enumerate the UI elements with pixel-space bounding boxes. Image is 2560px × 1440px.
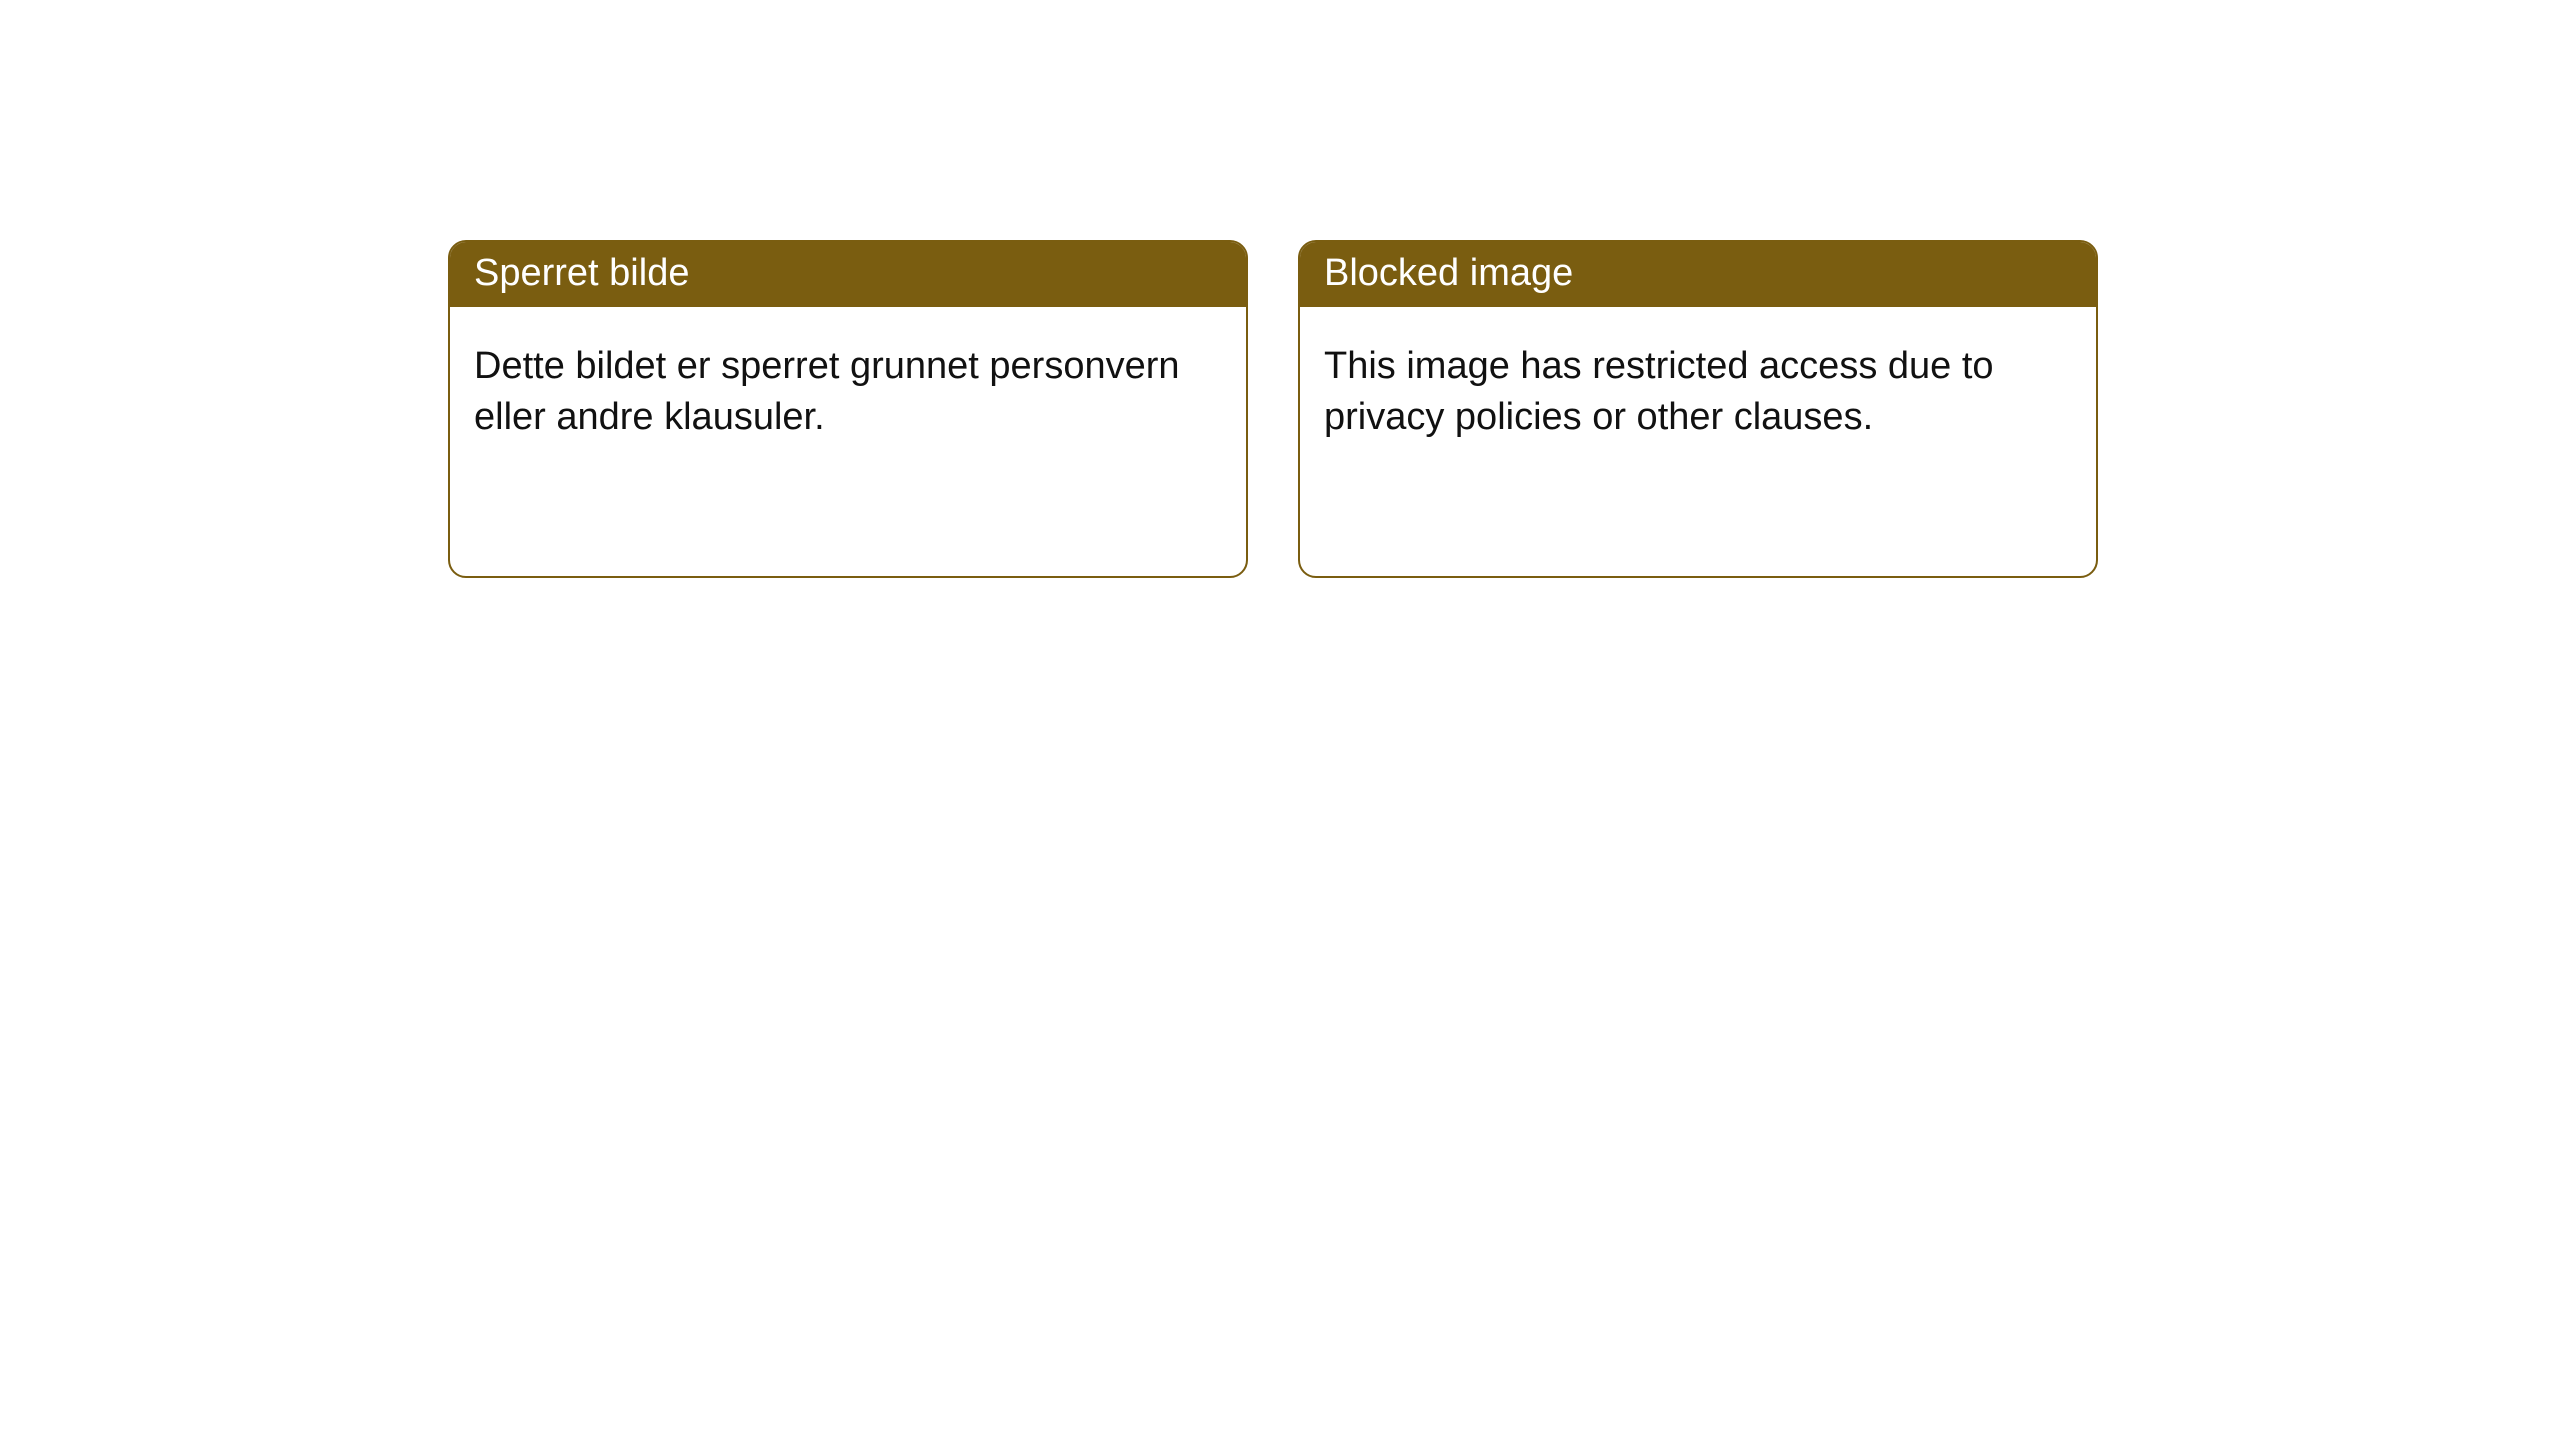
blocked-image-notice-no: Sperret bilde Dette bildet er sperret gr… bbox=[448, 240, 1248, 578]
notice-title: Sperret bilde bbox=[450, 242, 1246, 307]
blocked-image-notice-en: Blocked image This image has restricted … bbox=[1298, 240, 2098, 578]
notice-container: Sperret bilde Dette bildet er sperret gr… bbox=[0, 0, 2560, 578]
notice-body: Dette bildet er sperret grunnet personve… bbox=[450, 307, 1246, 478]
notice-body: This image has restricted access due to … bbox=[1300, 307, 2096, 478]
notice-title: Blocked image bbox=[1300, 242, 2096, 307]
